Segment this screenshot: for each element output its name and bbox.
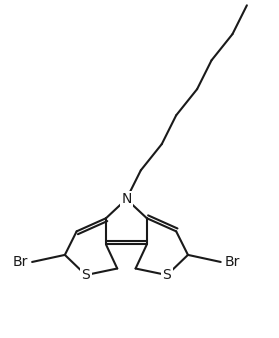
Text: S: S [163, 268, 171, 282]
Text: N: N [121, 192, 132, 206]
Text: S: S [81, 268, 90, 282]
Text: Br: Br [225, 255, 240, 269]
Text: Br: Br [13, 255, 28, 269]
